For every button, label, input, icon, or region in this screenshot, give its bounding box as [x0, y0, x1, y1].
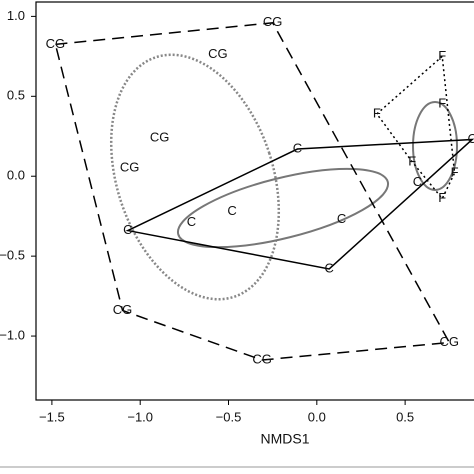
- y-tick-label: 0.0: [7, 168, 25, 183]
- ellipse: [109, 53, 281, 301]
- x-tick-label: −0.5: [216, 409, 242, 424]
- hull: [375, 54, 456, 200]
- point-label: F: [451, 164, 459, 179]
- point-label: CG: [46, 36, 66, 51]
- point-label: CG: [440, 334, 460, 349]
- point-label: C: [413, 174, 422, 189]
- ellipse: [176, 167, 390, 249]
- point-label: C: [468, 131, 474, 146]
- hull: [54, 21, 451, 361]
- point-label: F: [438, 48, 446, 63]
- point-label: F: [373, 105, 381, 120]
- y-tick-label: 1.0: [7, 8, 25, 23]
- point-label: CG: [252, 351, 272, 366]
- point-label: C: [293, 140, 302, 155]
- x-tick-label: −1.5: [39, 409, 65, 424]
- x-tick-label: −1.0: [127, 409, 153, 424]
- point-label: CG: [113, 302, 133, 317]
- point-label: C: [123, 222, 132, 237]
- plot-frame: [35, 1, 474, 401]
- hull: [125, 138, 474, 270]
- point-label: CG: [120, 160, 140, 175]
- point-label: F: [408, 153, 416, 168]
- point-label: C: [337, 211, 346, 226]
- point-label: CG: [150, 129, 170, 144]
- point-label: CG: [263, 14, 283, 29]
- point-label: C: [324, 260, 333, 275]
- x-tick-label: 0.0: [308, 409, 326, 424]
- point-label: CG: [208, 46, 228, 61]
- point-label: F: [438, 96, 446, 111]
- y-tick-label: −0.5: [0, 248, 25, 263]
- y-tick-label: −1.0: [0, 328, 25, 343]
- point-label: F: [438, 190, 446, 205]
- x-axis-label: NMDS1: [260, 431, 309, 447]
- ellipse: [412, 101, 458, 191]
- point-label: C: [187, 214, 196, 229]
- point-label: C: [227, 203, 236, 218]
- x-tick-label: 0.5: [396, 409, 414, 424]
- y-tick-label: 0.5: [7, 88, 25, 103]
